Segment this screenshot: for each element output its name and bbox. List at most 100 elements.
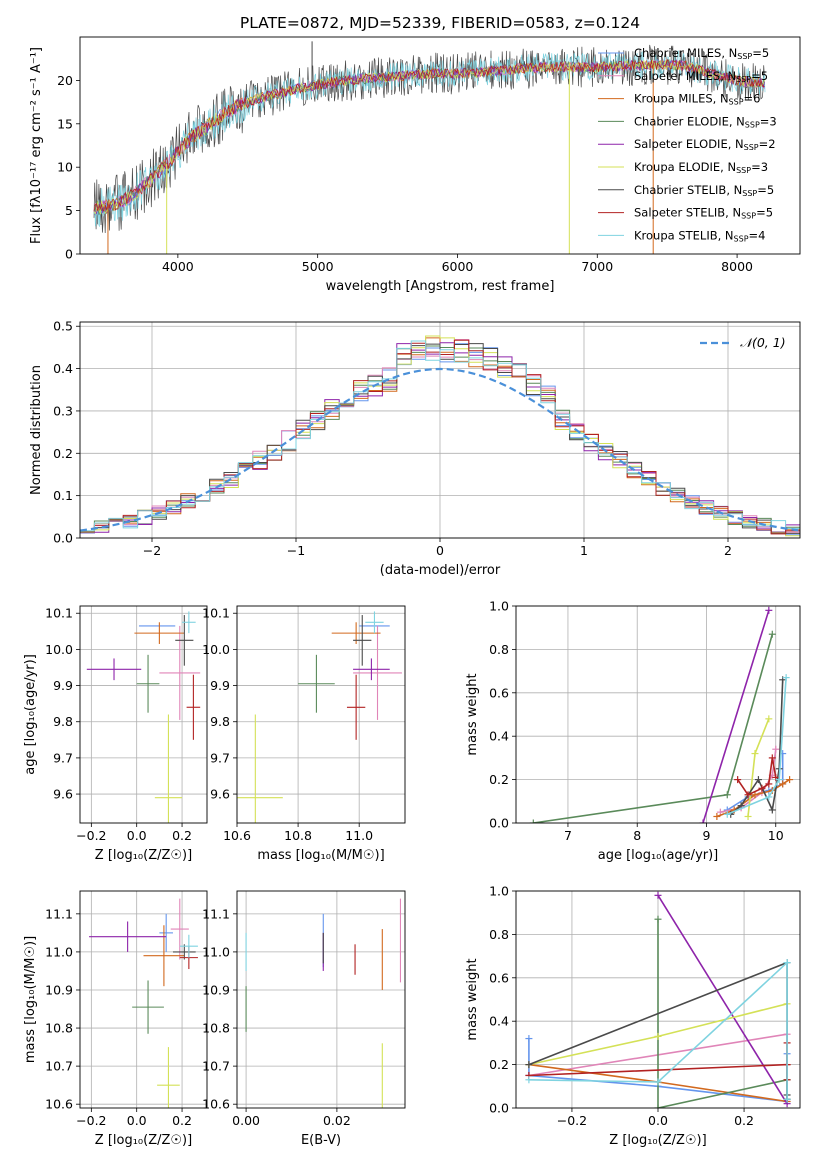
x-tick-label: 0.0 [127, 1113, 147, 1128]
y-tick-label: 0.2 [489, 772, 509, 787]
x-tick-label: −0.2 [557, 1113, 587, 1128]
y-tick-label: 9.9 [210, 678, 230, 693]
x-tick-label: −0.2 [76, 828, 106, 843]
x-tick-label: 0 [436, 543, 444, 558]
y-tick-label: 0.2 [53, 446, 73, 461]
chart-mass-vs-EBV: 0.00 0.02 10.6 10.7 10.8 10.9 11.0 11.1 E(B-V) [202, 890, 406, 1148]
y-tick-label: 10.9 [202, 982, 230, 997]
y-axis-label: Flux [fλ10⁻¹⁷ erg cm⁻² s⁻¹ A⁻¹] [29, 47, 44, 244]
y-tick-label: 10.1 [45, 606, 73, 621]
weight-series-line [702, 610, 770, 823]
y-tick-label: 1.0 [489, 884, 509, 899]
y-tick-label: 10.8 [45, 1021, 73, 1036]
spectrum-legend: Chabrier MILES, NSSP=5 Salpeter MILES, NS… [598, 46, 777, 243]
residuals-plot-area [80, 335, 800, 537]
x-tick-label: 9 [703, 828, 711, 843]
age-vs-mass-plot-area [237, 611, 402, 823]
y-axis-label: mass weight [465, 673, 480, 755]
age-vs-Z-plot-area [86, 611, 201, 823]
y-tick-label: 1.0 [489, 599, 509, 614]
x-axis-label: Z [log₁₀(Z/Z☉)] [95, 1133, 192, 1148]
x-tick-label: 11.0 [345, 828, 373, 843]
weight-series-line [533, 633, 774, 823]
y-tick-label: 0.4 [489, 729, 509, 744]
axes-frame [79, 36, 801, 255]
x-axis-label: E(B-V) [301, 1133, 341, 1148]
y-axis-label: mass weight [465, 958, 480, 1040]
mass-vs-EBV-plot-area [245, 898, 402, 1108]
mass-vs-Z-plot-area [89, 898, 198, 1108]
x-tick-label: 0.0 [648, 1113, 668, 1128]
y-tick-label: 9.7 [53, 750, 73, 765]
y-tick-label: 0.8 [489, 927, 509, 942]
x-axis-label: age [log₁₀(age/yr)] [598, 848, 719, 863]
x-tick-label: 1 [580, 543, 588, 558]
y-tick-label: 0.6 [489, 970, 509, 985]
y-tick-label: 20 [57, 73, 73, 88]
weight-vs-age-plot-area [529, 606, 794, 823]
y-tick-label: 0.0 [53, 531, 73, 546]
chart-weight-vs-age: 7 8 9 10 0.0 0.2 0.4 0.6 0.8 1.0 age [log₁₀(age/yr… [465, 599, 801, 863]
y-tick-label: 0.0 [489, 1101, 509, 1116]
legend-entry-label: Kroupa STELIB, NSSP=4 [634, 228, 765, 243]
y-tick-label: 11.0 [45, 944, 73, 959]
x-tick-label: −1 [287, 543, 305, 558]
y-tick-label: 10.0 [202, 642, 230, 657]
x-tick-label: 10 [768, 828, 784, 843]
weight-series-line [720, 749, 777, 813]
weight-series-line [730, 679, 784, 815]
x-tick-label: 2 [724, 543, 732, 558]
y-tick-label: 0 [65, 247, 73, 262]
y-tick-label: 10.6 [45, 1097, 73, 1112]
residual-histogram [80, 340, 800, 532]
legend-entry-label: Salpeter ELODIE, NSSP=2 [634, 137, 776, 152]
y-tick-label: 11.0 [202, 944, 230, 959]
chart-mass-vs-Z: −0.2 0.0 0.2 10.6 10.7 10.8 10.9 11.0 11.1 Z [log… [23, 890, 208, 1148]
spectrum-plot-area [93, 41, 766, 254]
x-axis-label: Z [log₁₀(Z/Z☉)] [609, 1133, 706, 1148]
y-axis-label: mass [log₁₀(M/M☉)] [23, 936, 38, 1063]
chart-residuals: −2 −1 0 1 2 0.0 0.1 0.2 0.3 0.4 0.5 (data-model)/er… [29, 319, 801, 578]
chart-spectrum: 4000 5000 6000 7000 8000 0 5 10 15 20 wavelength [… [29, 36, 801, 294]
legend-entry-label: Chabrier STELIB, NSSP=5 [634, 183, 774, 198]
x-tick-label: 0.2 [172, 828, 192, 843]
y-tick-label: 11.1 [45, 906, 73, 921]
y-tick-label: 0.1 [53, 488, 73, 503]
gaussian-curve [80, 367, 800, 532]
x-axis-label: (data-model)/error [380, 563, 501, 578]
y-tick-label: 9.7 [210, 750, 230, 765]
weight-series-line [528, 960, 788, 1100]
y-tick-label: 0.2 [489, 1057, 509, 1072]
x-tick-label: 0.2 [734, 1113, 754, 1128]
y-axis-label: age [log₁₀(age/yr)] [23, 654, 38, 775]
y-tick-label: 11.1 [202, 906, 230, 921]
y-tick-label: 10.8 [202, 1021, 230, 1036]
x-axis-label: wavelength [Angstrom, rest frame] [326, 279, 555, 294]
legend-entry-label: Chabrier ELODIE, NSSP=3 [634, 114, 777, 129]
y-tick-label: 10.0 [45, 642, 73, 657]
x-axis-label: mass [log₁₀(M/M☉)] [257, 848, 384, 863]
x-tick-label: 0.0 [127, 828, 147, 843]
weight-series-line [657, 919, 788, 1108]
y-tick-label: 9.9 [53, 678, 73, 693]
x-tick-label: 6000 [442, 259, 474, 274]
y-tick-label: 9.6 [53, 787, 73, 802]
weight-series-line [726, 677, 787, 816]
legend-entry-label: Kroupa ELODIE, NSSP=3 [634, 160, 768, 175]
axes-frame [236, 605, 406, 824]
legend-entry-label: Chabrier MILES, NSSP=5 [634, 46, 769, 61]
axes-frame [236, 890, 406, 1109]
legend-entry-label: 𝒩(0, 1) [740, 335, 786, 350]
x-tick-label: 0.2 [172, 1113, 192, 1128]
y-tick-label: 10.7 [45, 1059, 73, 1074]
axes-frame [79, 605, 208, 824]
y-tick-label: 0.0 [489, 816, 509, 831]
y-tick-label: 0.3 [53, 403, 73, 418]
figure-title: PLATE=0872, MJD=52339, FIBERID=0583, z=0… [240, 14, 640, 32]
axes-frame [79, 890, 208, 1109]
x-tick-label: 0.00 [232, 1113, 260, 1128]
x-tick-label: 5000 [302, 259, 334, 274]
y-tick-label: 5 [65, 203, 73, 218]
y-tick-label: 0.6 [489, 685, 509, 700]
